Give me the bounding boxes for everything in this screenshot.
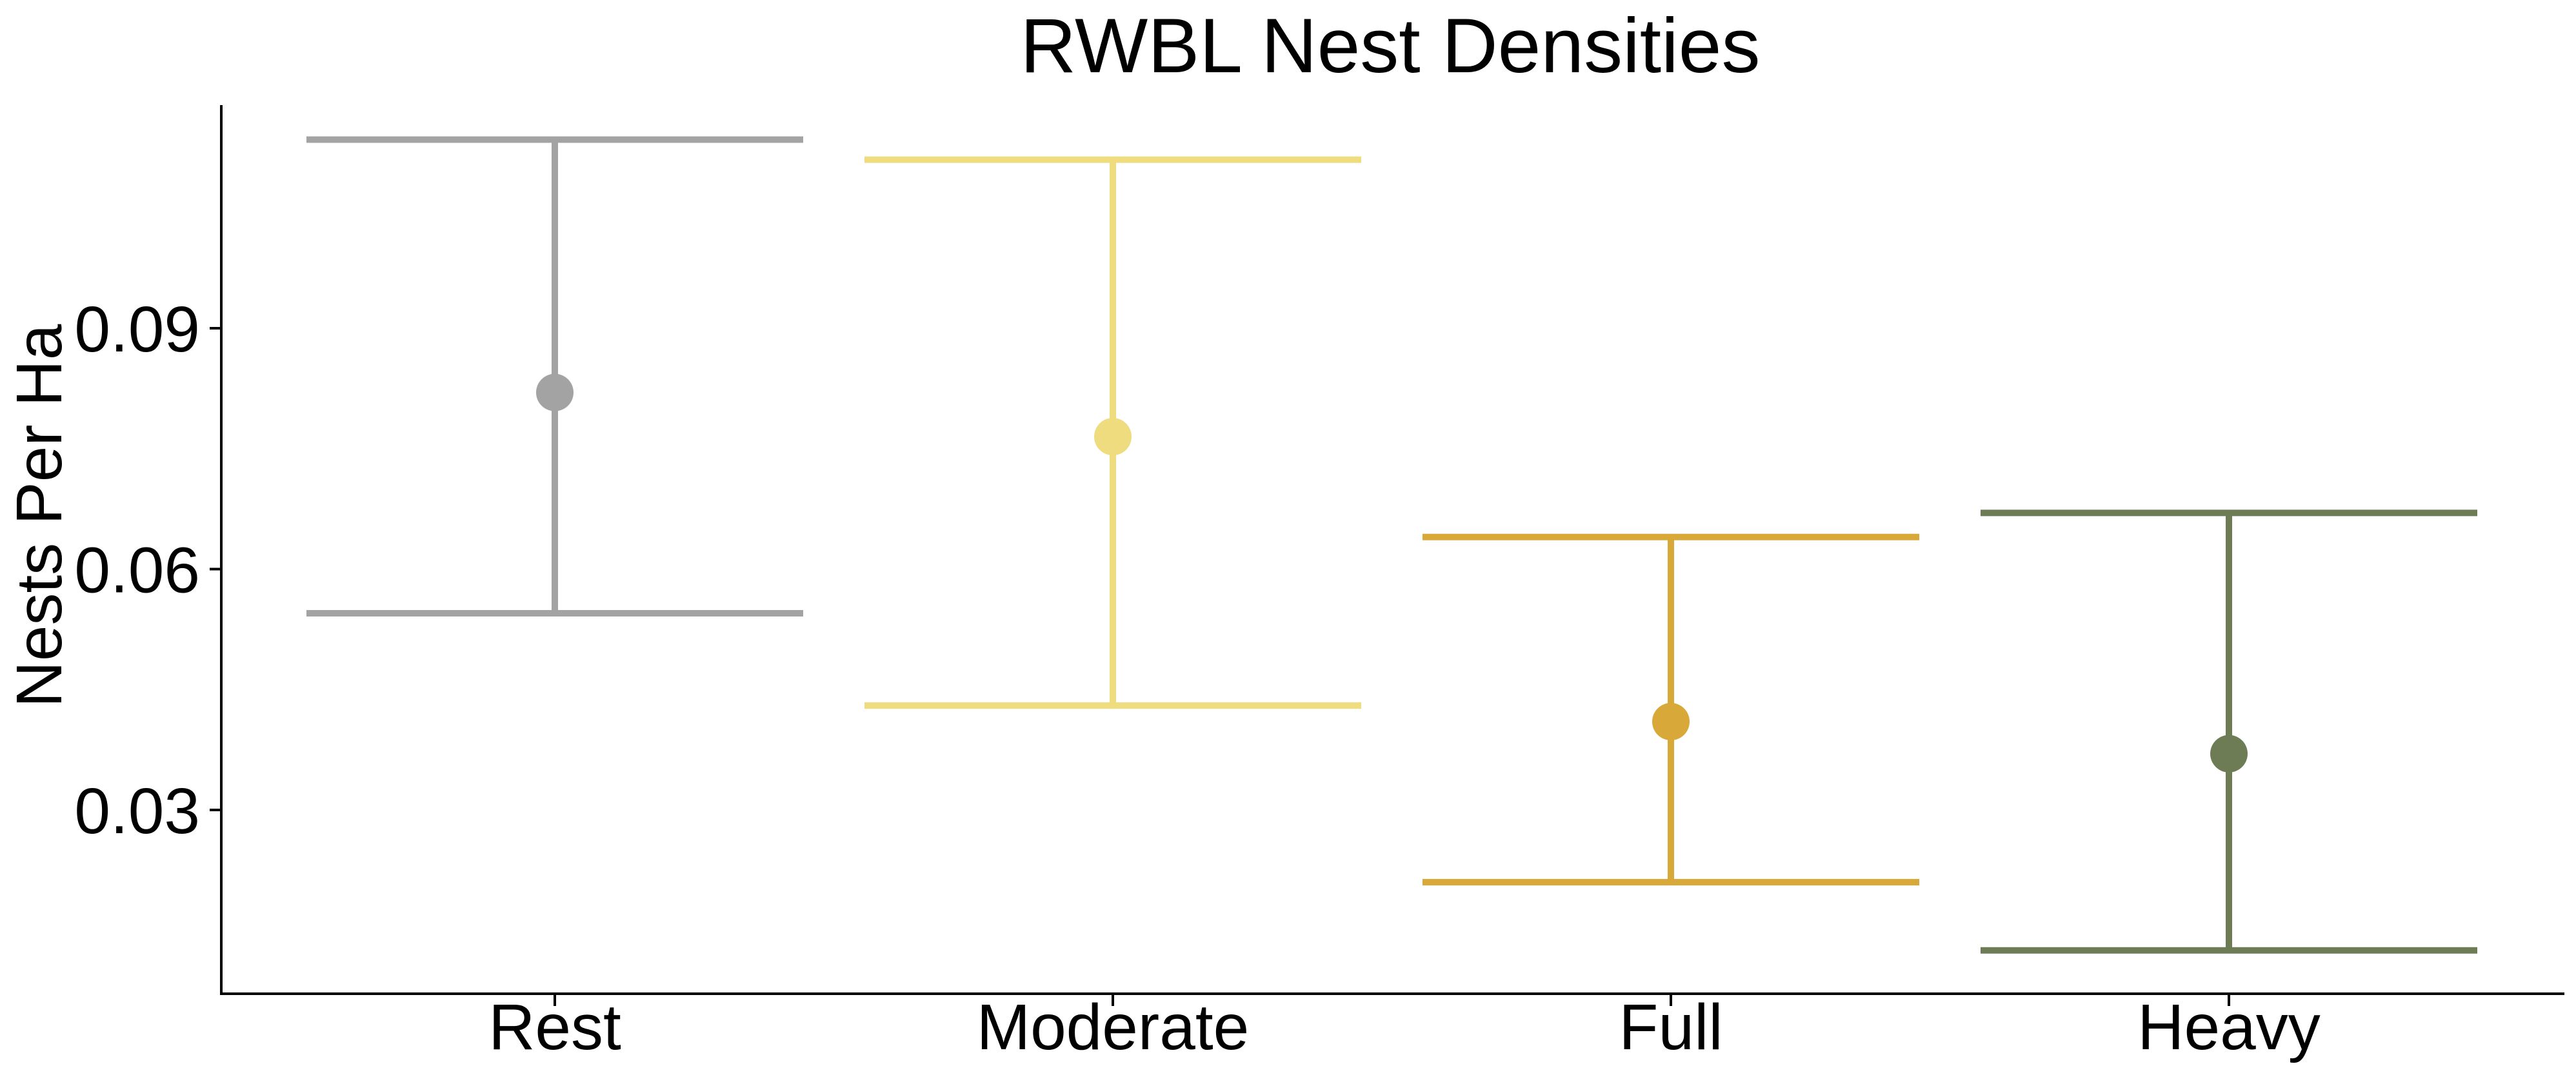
x-tick-label-rest: Rest: [488, 991, 621, 1063]
mean-point-rest: [536, 373, 574, 411]
mean-point-moderate: [1094, 418, 1132, 456]
plot-area: [306, 136, 2477, 954]
x-tick-label-full: Full: [1619, 991, 1722, 1063]
x-tick-label-heavy: Heavy: [2137, 991, 2320, 1063]
y-tick-label: 0.06: [74, 534, 200, 606]
y-tick-label: 0.09: [74, 293, 200, 366]
y-axis-title: Nests Per Ha: [3, 324, 75, 707]
x-tick-label-moderate: Moderate: [977, 991, 1249, 1063]
y-tick-label: 0.03: [74, 775, 200, 847]
mean-point-heavy: [2210, 735, 2248, 773]
mean-point-full: [1652, 703, 1690, 741]
chart-title: RWBL Nest Densities: [1020, 3, 1760, 89]
